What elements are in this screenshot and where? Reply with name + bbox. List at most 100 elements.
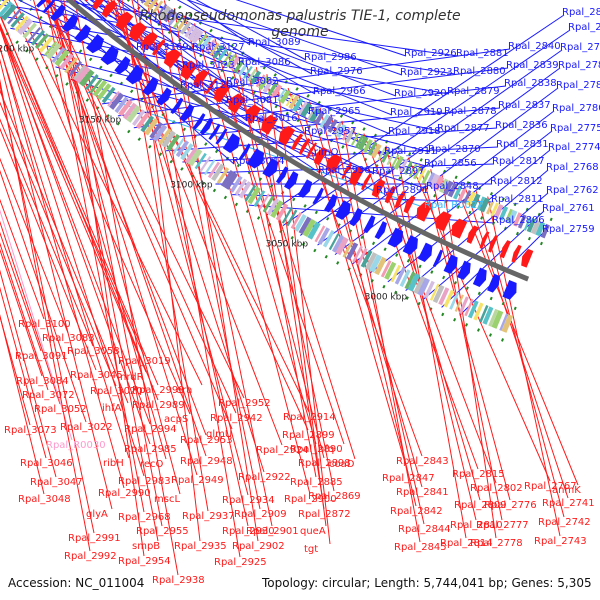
gene-label-top: Rpal_2840 xyxy=(508,41,561,52)
leader-line-bottom xyxy=(352,127,479,470)
gene-label-bottom: hfq xyxy=(318,444,334,455)
cog-band-reverse xyxy=(540,223,550,239)
gene-label-bottom: glyA xyxy=(86,509,108,520)
feature-layer xyxy=(0,0,550,333)
gene-label-top: Rpal_2919 xyxy=(390,107,443,118)
cog-band-forward xyxy=(491,310,504,329)
leader-line-top xyxy=(176,0,313,75)
cog-band-reverse xyxy=(381,149,391,163)
reverse-gene-arrow xyxy=(205,78,218,95)
gene-label-top: Rpal_2965 xyxy=(308,106,361,117)
leader-line-bottom xyxy=(194,23,317,445)
reverse-gene-arrow xyxy=(511,244,522,263)
gene-label-top: Rpal_2806 xyxy=(492,215,545,226)
leader-line-top xyxy=(70,0,391,135)
gene-label-bottom: Rpal_2909 xyxy=(234,509,287,520)
cog-band-forward xyxy=(467,300,479,319)
gene-label-top: Rpal_2817 xyxy=(492,156,545,167)
gene-label-top: Rpal_R0027 xyxy=(424,200,484,211)
cog-band-forward xyxy=(244,184,257,202)
cog-band-reverse xyxy=(485,200,495,215)
cog-band-forward xyxy=(413,275,426,294)
gene-label-top: Rpal_2790 xyxy=(560,42,600,53)
gene-label-bottom: Rpal_2809 xyxy=(454,500,507,511)
accession-text: Accession: NC_011004 xyxy=(8,576,145,590)
cog-band-forward xyxy=(294,213,307,232)
cog-band-reverse xyxy=(493,203,504,219)
cog-band-forward xyxy=(180,143,194,161)
scale-label: 3150 kbp xyxy=(79,116,122,126)
scale-labels: 3450 kbp3400 kbp3350 kbp3300 kbp3250 kbp… xyxy=(0,45,407,303)
label-leader-lines xyxy=(0,0,579,576)
leader-line-bottom xyxy=(341,120,421,543)
reverse-gene-arrow xyxy=(403,195,416,214)
gene-label-top: Rpal_2837 xyxy=(498,100,551,111)
gene-label-bottom: Rpal_R0030 xyxy=(46,440,106,451)
leader-line-top xyxy=(91,0,307,135)
leader-line-bottom xyxy=(385,145,477,521)
gene-label-bottom: ribH xyxy=(103,458,124,469)
gene-label-bottom: nrdR xyxy=(120,372,144,383)
gene-label-bottom: Rpal_2741 xyxy=(542,498,595,509)
leader-line-bottom xyxy=(41,0,207,436)
cog-band-reverse xyxy=(370,143,382,159)
cog-band-forward xyxy=(22,22,37,39)
forward-gene-arrow xyxy=(61,13,79,33)
leader-line-top xyxy=(248,204,495,224)
cog-band-forward xyxy=(454,294,464,312)
gene-label-bottom: Rpal_3047 xyxy=(30,477,83,488)
leader-line-bottom xyxy=(13,0,203,386)
reverse-gene-arrow xyxy=(435,211,452,232)
gene-label-top: Rpal_2870 xyxy=(428,144,481,155)
cog-band-forward xyxy=(229,175,243,193)
cog-band-forward xyxy=(417,277,430,297)
leader-line-top xyxy=(195,0,307,61)
leader-line-top xyxy=(133,85,507,129)
cog-band-forward xyxy=(184,146,198,164)
leader-line-top xyxy=(56,0,321,174)
gene-label-bottom: Rpal_2843 xyxy=(396,456,449,467)
leader-line-bottom xyxy=(137,0,201,542)
gene-label-bottom: Rpal_2776 xyxy=(484,500,537,511)
gene-label-top: Rpal_2911 xyxy=(384,146,437,157)
reverse-gene-arrow xyxy=(260,114,278,135)
forward-gene-arrow xyxy=(334,200,351,220)
cog-band-reverse xyxy=(433,175,445,191)
gene-label-bottom: Rpal_2968 xyxy=(118,512,171,523)
cog-band-reverse xyxy=(262,78,274,93)
reverse-gene-arrow xyxy=(451,218,468,239)
gene-label-bottom: Rpal_2845 xyxy=(394,542,447,553)
forward-gene-arrow xyxy=(125,64,144,85)
cog-band-forward xyxy=(158,128,172,145)
gene-label-top: Rpal_2880 xyxy=(453,66,506,77)
gene-label-bottom: Rpal_2952 xyxy=(218,398,271,409)
gene-label-top: Rpal_3120 xyxy=(180,80,233,91)
leader-line-top xyxy=(117,67,509,117)
cog-band-reverse xyxy=(308,107,321,123)
reverse-gene-arrow xyxy=(341,162,353,180)
cog-band-reverse xyxy=(466,191,477,207)
gene-label-bottom: Rpal_2900 xyxy=(284,494,337,505)
forward-gene-arrow xyxy=(297,179,313,198)
reverse-gene-arrow xyxy=(394,190,406,209)
cog-band-forward xyxy=(0,1,13,18)
cog-band-forward xyxy=(17,18,33,36)
gene-label-top: Rpal_2936 xyxy=(318,165,371,176)
cog-band-forward xyxy=(64,57,78,74)
leader-line-bottom xyxy=(113,0,265,473)
leader-line-bottom xyxy=(33,0,167,460)
forward-gene-arrow xyxy=(100,45,119,65)
leader-line-bottom xyxy=(8,0,191,415)
forward-gene-arrow xyxy=(443,254,458,274)
reverse-gene-arrow xyxy=(488,234,499,253)
cog-band-forward xyxy=(92,79,108,97)
cog-band-forward xyxy=(407,273,421,292)
gene-label-bottom: smpB xyxy=(132,541,160,552)
gene-label-top: Rpal_2812 xyxy=(490,176,543,187)
forward-gene-arrow xyxy=(349,207,363,227)
cog-band-forward xyxy=(223,171,239,190)
gene-label-top: Rpal_2923 xyxy=(400,67,453,78)
cog-band-forward xyxy=(10,12,25,28)
gene-label-bottom: Rpal_2890 xyxy=(290,444,343,455)
cog-band-forward xyxy=(74,65,91,84)
